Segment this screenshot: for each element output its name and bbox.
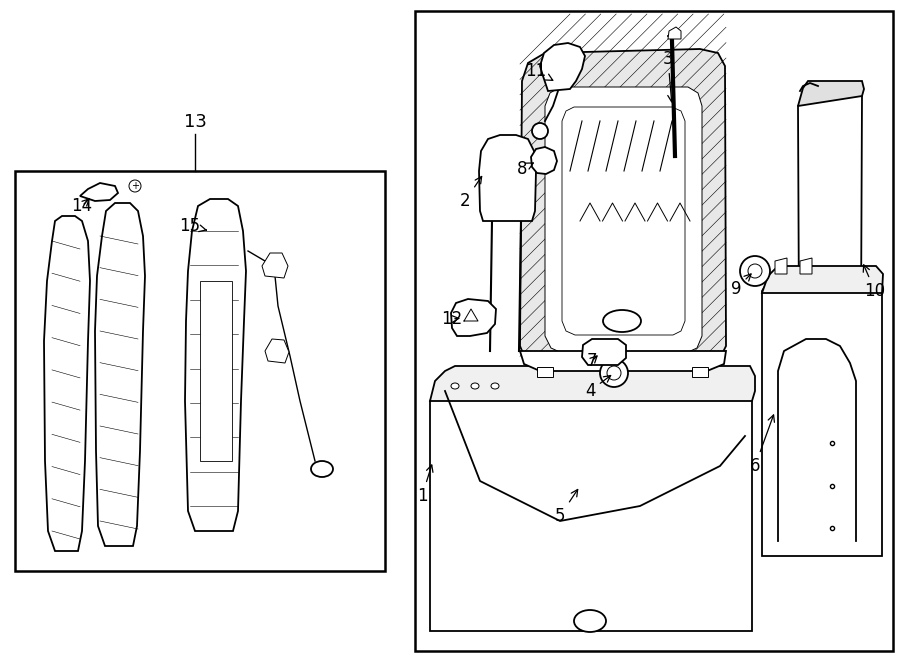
Polygon shape: [415, 11, 893, 651]
Text: 15: 15: [179, 217, 206, 235]
Ellipse shape: [574, 610, 606, 632]
Polygon shape: [762, 274, 882, 556]
Text: 14: 14: [71, 197, 93, 215]
Text: 2: 2: [460, 176, 482, 210]
Polygon shape: [540, 43, 585, 91]
Text: 4: 4: [585, 375, 611, 400]
Text: 13: 13: [184, 113, 206, 131]
Ellipse shape: [748, 264, 762, 278]
Text: 9: 9: [731, 274, 751, 298]
Ellipse shape: [311, 461, 333, 477]
Ellipse shape: [600, 359, 628, 387]
Ellipse shape: [740, 256, 770, 286]
Polygon shape: [185, 199, 246, 531]
Text: 12: 12: [441, 310, 463, 328]
Ellipse shape: [603, 310, 641, 332]
Text: 7: 7: [587, 352, 598, 370]
Polygon shape: [430, 381, 752, 631]
Polygon shape: [520, 49, 726, 364]
Polygon shape: [800, 258, 812, 274]
Ellipse shape: [491, 383, 499, 389]
Polygon shape: [520, 351, 726, 371]
Ellipse shape: [451, 383, 459, 389]
Text: 3: 3: [662, 50, 674, 102]
Polygon shape: [545, 87, 702, 353]
Polygon shape: [582, 339, 626, 365]
Polygon shape: [692, 367, 708, 377]
Text: 6: 6: [750, 415, 774, 475]
Text: 11: 11: [526, 62, 553, 81]
Polygon shape: [95, 203, 145, 546]
Polygon shape: [668, 27, 681, 39]
Polygon shape: [798, 83, 862, 541]
Text: 1: 1: [417, 465, 433, 505]
Polygon shape: [430, 366, 755, 401]
Text: 5: 5: [554, 490, 578, 525]
Polygon shape: [479, 135, 536, 221]
Text: +: +: [131, 181, 139, 191]
Polygon shape: [200, 281, 232, 461]
Polygon shape: [451, 299, 496, 336]
Polygon shape: [262, 253, 288, 278]
Polygon shape: [798, 81, 864, 106]
Polygon shape: [775, 258, 787, 274]
Polygon shape: [80, 183, 118, 201]
Ellipse shape: [471, 383, 479, 389]
Polygon shape: [537, 367, 553, 377]
Ellipse shape: [607, 366, 621, 380]
Ellipse shape: [129, 180, 141, 192]
Text: 10: 10: [863, 265, 886, 300]
Polygon shape: [531, 147, 557, 174]
Polygon shape: [265, 339, 289, 363]
Polygon shape: [44, 216, 90, 551]
Polygon shape: [562, 107, 685, 335]
Ellipse shape: [532, 123, 548, 139]
Polygon shape: [15, 171, 385, 571]
Polygon shape: [762, 266, 883, 293]
Text: 8: 8: [517, 160, 534, 178]
